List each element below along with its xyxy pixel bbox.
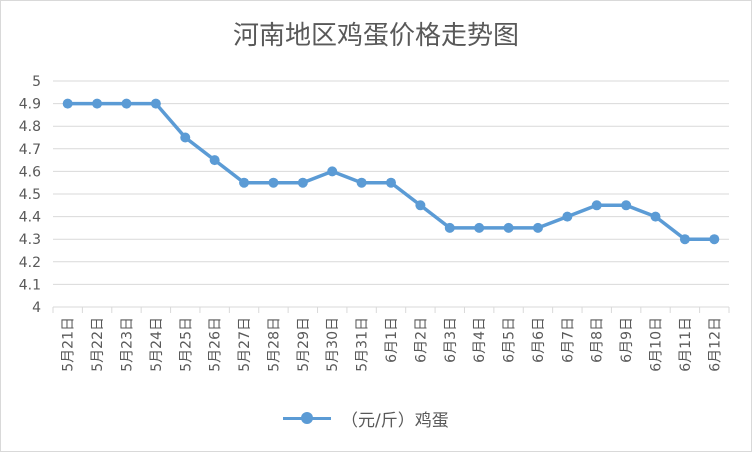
legend-label: （元/斤）鸡蛋 <box>341 410 449 431</box>
data-point <box>239 177 250 188</box>
x-tick-label: 6月5日 <box>502 317 518 363</box>
data-point <box>62 98 73 109</box>
x-tick-label: 5月28日 <box>266 317 282 372</box>
x-tick-label: 5月23日 <box>119 317 135 372</box>
data-point <box>150 98 161 109</box>
data-point <box>386 177 396 188</box>
x-tick-label: 6月8日 <box>590 317 606 363</box>
x-tick-label: 6月4日 <box>472 317 488 363</box>
legend-swatch <box>283 411 331 425</box>
data-point <box>415 200 426 211</box>
y-tick-label: 4.7 <box>19 142 41 158</box>
data-point <box>621 200 632 211</box>
y-tick-label: 4.5 <box>19 187 41 203</box>
data-point <box>650 211 661 222</box>
x-tick-label: 5月25日 <box>178 317 194 372</box>
y-tick-label: 4.6 <box>19 164 41 180</box>
y-tick-label: 4.8 <box>19 119 41 135</box>
legend: （元/斤）鸡蛋 <box>283 405 449 431</box>
x-tick-label: 6月11日 <box>678 317 694 372</box>
y-tick-label: 5 <box>32 74 41 90</box>
x-tick-label: 5月27日 <box>237 317 253 372</box>
data-point <box>180 132 191 143</box>
y-tick-label: 4.2 <box>19 255 41 271</box>
x-tick-label: 6月2日 <box>413 317 429 363</box>
data-point <box>327 166 338 177</box>
data-point <box>297 177 308 188</box>
data-point <box>356 177 367 188</box>
x-tick-label: 5月26日 <box>208 317 224 372</box>
x-tick-label: 6月12日 <box>707 317 723 372</box>
data-point <box>532 222 543 233</box>
data-point <box>709 234 720 245</box>
data-point <box>92 98 103 109</box>
y-tick-label: 4.3 <box>19 232 41 248</box>
data-point <box>121 98 132 109</box>
data-point <box>679 234 690 245</box>
x-tick-label: 5月31日 <box>355 317 371 372</box>
data-point <box>268 177 279 188</box>
x-tick-label: 6月7日 <box>560 317 576 363</box>
y-tick-label: 4 <box>32 300 41 316</box>
x-tick-label: 6月10日 <box>649 317 665 372</box>
chart-title: 河南地区鸡蛋价格走势图 <box>232 21 519 51</box>
y-tick-label: 4.9 <box>19 97 41 113</box>
data-point <box>503 222 514 233</box>
y-tick-label: 4.1 <box>19 277 41 293</box>
x-tick-label: 6月9日 <box>619 317 635 363</box>
x-tick-label: 5月21日 <box>61 317 77 372</box>
data-point <box>209 155 220 166</box>
x-tick-label: 6月1日 <box>384 317 400 363</box>
x-tick-label: 5月29日 <box>296 317 312 372</box>
y-tick-label: 4.4 <box>19 210 41 226</box>
x-tick-label: 5月30日 <box>325 317 341 372</box>
data-point <box>591 200 602 211</box>
x-tick-label: 6月3日 <box>443 317 459 363</box>
data-point <box>474 222 485 233</box>
x-tick-label: 5月22日 <box>90 317 106 372</box>
data-point <box>444 222 455 233</box>
x-tick-label: 5月24日 <box>149 317 165 372</box>
data-point <box>562 211 573 222</box>
x-tick-label: 6月6日 <box>531 317 547 363</box>
